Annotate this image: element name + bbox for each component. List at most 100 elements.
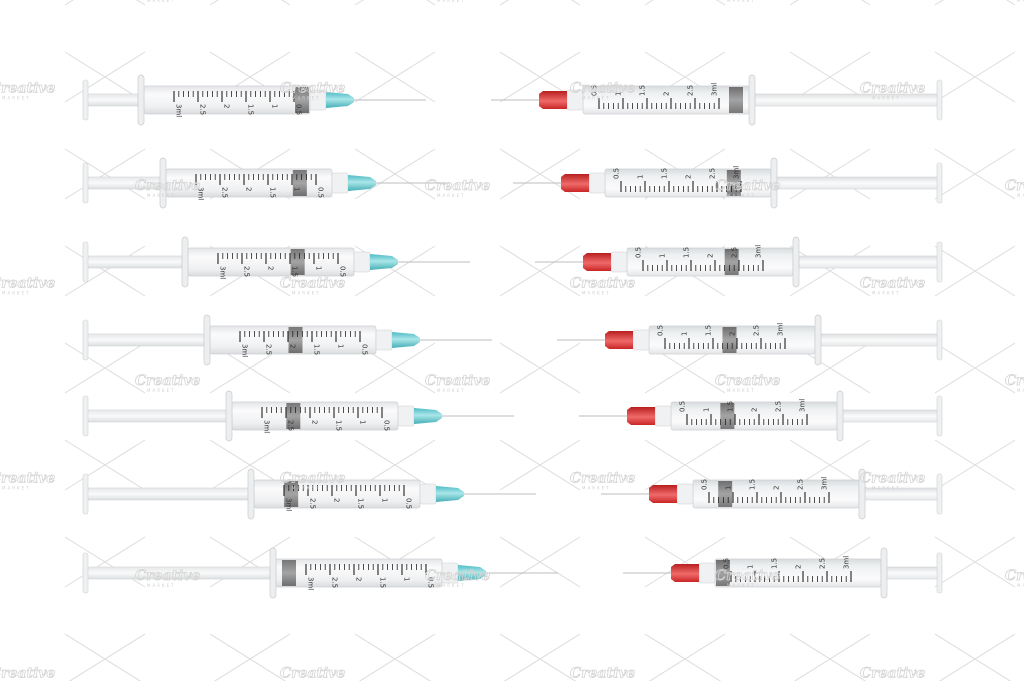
watermark-line [354,245,436,297]
scale-label: 0.5 [591,85,599,96]
watermark-sub: MARKET [2,96,31,101]
scale-label: 3ml [241,344,249,357]
scale-label: 2.5 [308,498,316,509]
scale-label: 1 [380,498,388,502]
watermark-line [358,633,436,681]
watermark-line [716,0,726,6]
scale-label: 1.5 [727,401,735,412]
watermark-brand: Creative [135,373,200,389]
watermark-brand: Creative [570,276,635,292]
watermark-line [793,633,871,681]
scale-label: 0.5 [383,420,391,431]
scale-label: 3ml [843,556,851,569]
plunger-thumb-rest [82,552,89,594]
watermark-sub: MARKET [872,291,901,296]
watermark-line [64,51,146,103]
syringe-right: 3ml 2.5 2 1.5 1 0.5 [579,390,943,442]
watermark-sub: MARKET [292,96,321,101]
plunger-rod [776,176,939,190]
watermark-line [789,148,871,200]
scale-label: 2 [772,486,780,490]
watermark-line [571,0,581,6]
watermark-brand: Creative [860,471,925,487]
watermark-line [861,0,871,6]
scale-label: 1.5 [379,577,387,588]
barrel-flange [836,390,844,442]
watermark-brand: Creative [0,81,55,97]
needle-hub [654,405,672,427]
plunger-rod [798,255,939,269]
watermark-line [934,148,1016,200]
watermark-line [213,633,291,681]
scale-label: 2.5 [221,187,229,198]
watermark-brand: Creative [1005,178,1024,194]
plunger-rod [842,409,939,423]
syringe-barrel [626,247,794,277]
scale-label: 2.5 [265,344,273,355]
scale-label: 3ml [754,245,762,258]
plunger-thumb-rest [936,319,943,361]
scale-label: 2 [332,498,340,502]
scale-label: 0.5 [404,498,412,509]
scale-label: 2.5 [709,168,717,179]
barrel-flange [792,236,800,288]
scale-label: 3ml [307,577,315,590]
needle-hub-blue [369,254,398,270]
needle-hub [331,172,349,194]
plunger-thumb-rest [82,319,89,361]
syringe-barrel [231,401,399,431]
barrel-flange [247,468,255,520]
watermark-line [499,148,581,200]
rubber-stopper [726,170,741,196]
watermark-brand: Creative [715,373,780,389]
watermark-sub: MARKET [1017,193,1024,198]
scale-label: 0.5 [700,479,708,490]
watermark-line [499,342,581,394]
watermark-line [64,245,146,297]
plunger-thumb-rest [82,241,89,283]
scale-label: 3ml [175,104,183,117]
watermark-brand: Creative [280,81,345,97]
watermark-brand: Creative [135,178,200,194]
scale-label: 0.5 [317,187,325,198]
scale-label: 2.5 [775,401,783,412]
needle-hub-blue [326,92,354,108]
scale-label: 0.5 [657,325,665,336]
plunger-thumb-rest [936,395,943,437]
syringe-grid: 3ml 2.5 2 1.5 1 0.5 3ml 2.5 2 1.5 1 0.5 3ml 2.5 2 1.5 1 0… [82,74,943,599]
scale-label: 0.5 [427,577,435,588]
scale-label: 3ml [218,266,226,279]
watermark-line [68,633,146,681]
scale-label: 0.5 [634,247,642,258]
syringe-left: 3ml 2.5 2 1.5 1 0.5 [82,390,515,442]
watermark-sub: MARKET [2,486,31,491]
watermark-sub: MARKET [147,583,176,588]
barrel-flange [880,547,888,599]
scale-label: 1 [724,486,732,490]
scale-label: 2 [663,92,671,96]
scale-label: 1.5 [639,85,647,96]
watermark-line [1006,0,1016,6]
syringe-right: 3ml 2.5 2 1.5 1 0.5 [557,314,943,366]
watermark-line [644,0,654,6]
barrel-flange [858,468,866,520]
syringe-right: 3ml 2.5 2 1.5 1 0.5 [513,157,943,209]
scale-label: 2.5 [753,325,761,336]
watermark-line [426,0,436,6]
watermark-line [789,342,871,394]
rubber-stopper [729,87,743,113]
watermark-sub: MARKET [437,583,466,588]
scale-label: 2.5 [687,85,695,96]
needle-hub [610,251,628,273]
scale-label: 2.5 [819,558,827,569]
watermark-line [64,439,146,491]
scale-label: 1.5 [356,498,364,509]
watermark-line [934,439,1016,491]
watermark-brand: Creative [860,81,925,97]
plunger-thumb-rest [936,162,943,204]
